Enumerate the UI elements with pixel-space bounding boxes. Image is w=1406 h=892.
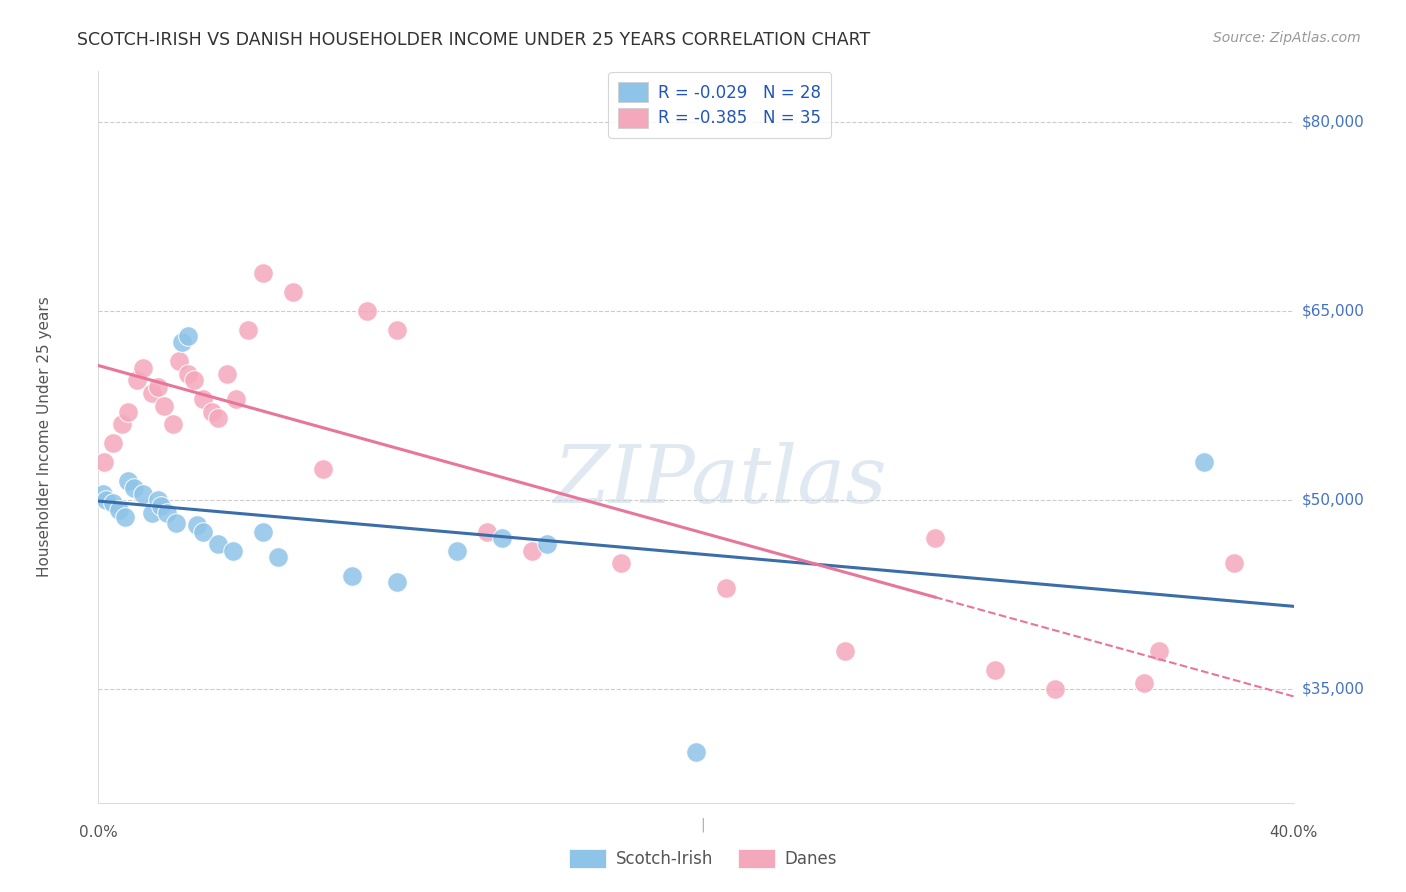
Point xyxy=(117,405,139,419)
Text: |: | xyxy=(700,818,706,832)
Point xyxy=(191,524,214,539)
Point xyxy=(93,455,115,469)
Legend: R = -0.029   N = 28, R = -0.385   N = 35: R = -0.029 N = 28, R = -0.385 N = 35 xyxy=(609,72,831,137)
Text: $65,000: $65,000 xyxy=(1302,303,1365,318)
Point xyxy=(1223,556,1246,570)
Point xyxy=(236,323,259,337)
Legend: Scotch-Irish, Danes: Scotch-Irish, Danes xyxy=(562,843,844,875)
Point xyxy=(191,392,214,407)
Point xyxy=(685,745,707,759)
Point xyxy=(446,543,468,558)
Point xyxy=(385,575,409,590)
Text: $50,000: $50,000 xyxy=(1302,492,1365,508)
Point xyxy=(834,644,856,658)
Point xyxy=(385,323,409,337)
Point xyxy=(156,506,179,520)
Point xyxy=(1043,682,1066,697)
Point xyxy=(153,399,176,413)
Point xyxy=(117,474,139,488)
Point xyxy=(111,417,134,432)
Point xyxy=(281,285,304,299)
Point xyxy=(201,405,224,419)
Point xyxy=(356,304,378,318)
Point xyxy=(252,266,274,280)
Point xyxy=(610,556,633,570)
Point xyxy=(141,506,163,520)
Point xyxy=(162,417,184,432)
Point xyxy=(491,531,513,545)
Point xyxy=(215,367,238,381)
Text: 40.0%: 40.0% xyxy=(1270,825,1317,839)
Point xyxy=(172,335,194,350)
Point xyxy=(103,436,125,450)
Point xyxy=(148,493,170,508)
Point xyxy=(94,493,117,508)
Point xyxy=(186,518,208,533)
Point xyxy=(714,582,737,596)
Point xyxy=(150,500,173,514)
Point xyxy=(114,509,136,524)
Point xyxy=(124,481,146,495)
Point xyxy=(132,360,155,375)
Point xyxy=(148,379,170,393)
Point xyxy=(127,373,149,387)
Text: $80,000: $80,000 xyxy=(1302,114,1365,129)
Point xyxy=(267,549,290,564)
Point xyxy=(252,524,274,539)
Point xyxy=(165,516,187,530)
Point xyxy=(475,524,498,539)
Point xyxy=(342,569,364,583)
Text: ZIPatlas: ZIPatlas xyxy=(553,442,887,520)
Point xyxy=(91,487,114,501)
Text: $35,000: $35,000 xyxy=(1302,681,1365,697)
Point xyxy=(207,411,229,425)
Point xyxy=(207,537,229,551)
Point xyxy=(1192,455,1215,469)
Point xyxy=(225,392,247,407)
Point xyxy=(177,329,200,343)
Point xyxy=(536,537,558,551)
Text: SCOTCH-IRISH VS DANISH HOUSEHOLDER INCOME UNDER 25 YEARS CORRELATION CHART: SCOTCH-IRISH VS DANISH HOUSEHOLDER INCOM… xyxy=(77,31,870,49)
Point xyxy=(311,461,333,475)
Point xyxy=(183,373,205,387)
Point xyxy=(520,543,543,558)
Text: Source: ZipAtlas.com: Source: ZipAtlas.com xyxy=(1213,31,1361,45)
Point xyxy=(984,664,1007,678)
Point xyxy=(177,367,200,381)
Text: Householder Income Under 25 years: Householder Income Under 25 years xyxy=(37,297,52,577)
Point xyxy=(167,354,190,368)
Point xyxy=(1133,676,1156,690)
Point xyxy=(132,487,155,501)
Point xyxy=(1147,644,1170,658)
Point xyxy=(108,503,131,517)
Point xyxy=(924,531,946,545)
Text: 0.0%: 0.0% xyxy=(79,825,118,839)
Point xyxy=(103,496,125,510)
Point xyxy=(141,386,163,401)
Point xyxy=(222,543,245,558)
